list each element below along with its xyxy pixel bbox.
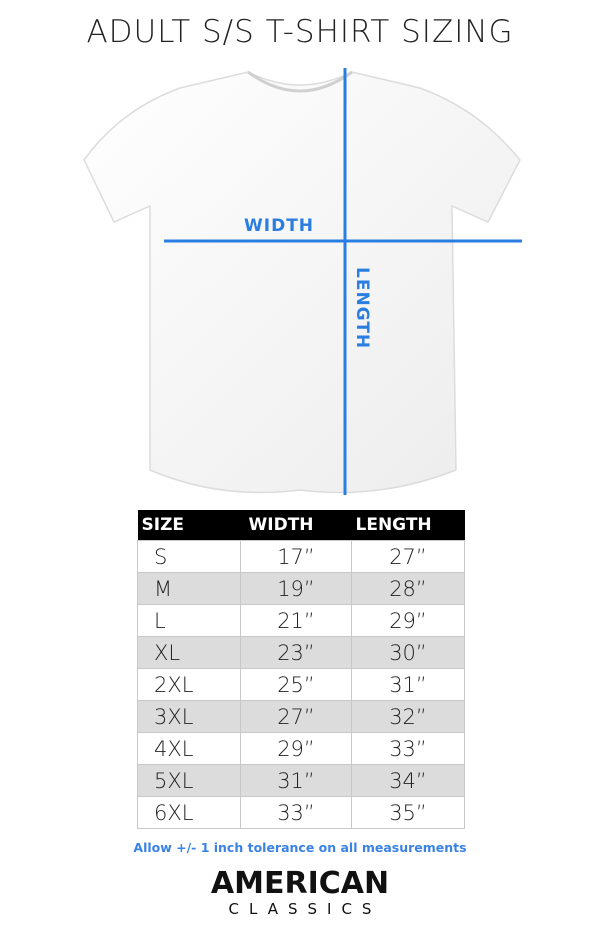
cell-width: 33” [240, 796, 352, 829]
tshirt-image [83, 71, 521, 494]
cell-width: 19” [240, 572, 352, 605]
cell-length: 34” [351, 764, 465, 797]
cell-size: M [137, 572, 241, 605]
cell-size: L [137, 604, 241, 637]
cell-width: 29” [240, 732, 352, 765]
cell-width: 27” [240, 700, 352, 733]
length-label: LENGTH [352, 267, 372, 350]
brand-logo: AMERICAN CLASSICS [0, 866, 600, 919]
cell-length: 35” [351, 796, 465, 829]
cell-length: 28” [351, 572, 465, 605]
header-size: SIZE [137, 510, 241, 541]
cell-size: 6XL [137, 796, 241, 829]
cell-width: 21” [240, 604, 352, 637]
cell-size: 2XL [137, 668, 241, 701]
table-header: SIZE WIDTH LENGTH [137, 510, 465, 541]
cell-width: 23” [240, 636, 352, 669]
table-row: M 19” 28” [137, 572, 465, 605]
tshirt-diagram [83, 68, 522, 495]
table-row: 4XL 29” 33” [137, 732, 465, 765]
cell-length: 29” [351, 604, 465, 637]
width-label: WIDTH [244, 216, 315, 236]
cell-length: 27” [351, 540, 465, 573]
table-row: L 21” 29” [137, 604, 465, 637]
page-title: ADULT S/S T-SHIRT SIZING [86, 14, 514, 50]
table-row: 3XL 27” 32” [137, 700, 465, 733]
cell-size: 5XL [137, 764, 241, 797]
cell-size: S [137, 540, 241, 573]
cell-size: 3XL [137, 700, 241, 733]
table-row: 2XL 25” 31” [137, 668, 465, 701]
header-length: LENGTH [351, 510, 465, 541]
cell-length: 31” [351, 668, 465, 701]
cell-length: 33” [351, 732, 465, 765]
cell-width: 25” [240, 668, 352, 701]
cell-width: 31” [240, 764, 352, 797]
header-width: WIDTH [240, 510, 352, 541]
logo-line1: AMERICAN [210, 866, 390, 901]
cell-size: 4XL [137, 732, 241, 765]
table-row: S 17” 27” [137, 540, 465, 573]
cell-width: 17” [240, 540, 352, 573]
table-row: 6XL 33” 35” [137, 796, 465, 829]
tolerance-note: Allow +/- 1 inch tolerance on all measur… [133, 840, 467, 855]
size-table: SIZE WIDTH LENGTH S 17” 27” M 19” 28” L 21” 29” X… [137, 510, 465, 829]
cell-size: XL [137, 636, 241, 669]
table-row: XL 23” 30” [137, 636, 465, 669]
logo-line2: CLASSICS [228, 900, 382, 918]
table-row: 5XL 31” 34” [137, 764, 465, 797]
cell-length: 30” [351, 636, 465, 669]
cell-length: 32” [351, 700, 465, 733]
